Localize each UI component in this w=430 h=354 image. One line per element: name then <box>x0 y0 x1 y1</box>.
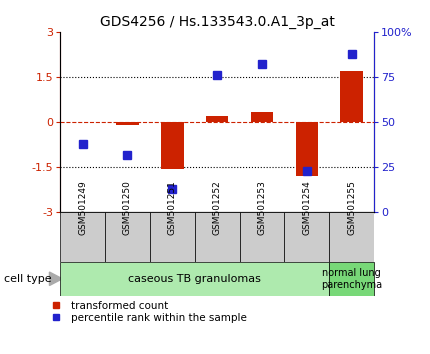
Legend: transformed count, percentile rank within the sample: transformed count, percentile rank withi… <box>46 301 247 323</box>
Bar <box>284 212 329 262</box>
Bar <box>240 212 284 262</box>
Bar <box>195 212 240 262</box>
Bar <box>161 122 184 169</box>
Bar <box>60 262 329 296</box>
Text: cell type: cell type <box>4 274 52 284</box>
Bar <box>341 71 363 122</box>
Bar <box>60 212 105 262</box>
Bar <box>329 212 374 262</box>
Bar <box>150 212 195 262</box>
Bar <box>251 112 273 122</box>
Text: GSM501255: GSM501255 <box>347 180 356 235</box>
Text: caseous TB granulomas: caseous TB granulomas <box>128 274 261 284</box>
Text: normal lung
parenchyma: normal lung parenchyma <box>321 268 382 290</box>
Text: GSM501253: GSM501253 <box>258 180 267 235</box>
Title: GDS4256 / Hs.133543.0.A1_3p_at: GDS4256 / Hs.133543.0.A1_3p_at <box>100 16 335 29</box>
Text: GSM501252: GSM501252 <box>213 180 221 235</box>
Bar <box>71 121 94 122</box>
Text: GSM501251: GSM501251 <box>168 180 177 235</box>
Polygon shape <box>49 272 62 285</box>
Bar <box>105 212 150 262</box>
Bar <box>206 116 228 122</box>
Bar <box>116 122 138 125</box>
Text: GSM501249: GSM501249 <box>78 180 87 235</box>
Text: GSM501254: GSM501254 <box>302 180 311 235</box>
Text: GSM501250: GSM501250 <box>123 180 132 235</box>
Bar <box>296 122 318 176</box>
Bar <box>329 262 374 296</box>
